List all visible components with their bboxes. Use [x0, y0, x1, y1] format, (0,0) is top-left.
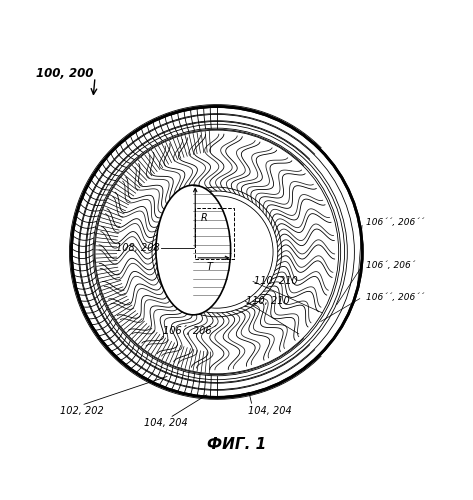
Ellipse shape: [156, 185, 231, 315]
Circle shape: [71, 106, 362, 398]
Text: 106´´, 206´´: 106´´, 206´´: [366, 218, 424, 227]
Text: 110, 210: 110, 210: [246, 296, 290, 306]
Text: 100, 200: 100, 200: [36, 66, 94, 80]
Text: 104, 204: 104, 204: [144, 418, 188, 428]
Text: 110, 210: 110, 210: [254, 276, 298, 286]
Text: T: T: [207, 262, 213, 272]
Text: 106´´, 206´´: 106´´, 206´´: [366, 292, 424, 302]
Bar: [195, 208, 234, 258]
Text: 106´, 206´: 106´, 206´: [366, 261, 415, 270]
Text: ФИГ. 1: ФИГ. 1: [207, 438, 266, 452]
Text: R: R: [201, 212, 207, 222]
Text: 104, 204: 104, 204: [248, 406, 292, 416]
Text: 108, 208: 108, 208: [116, 243, 160, 253]
Text: 106´, 206´: 106´, 206´: [163, 326, 216, 336]
Text: 102, 202: 102, 202: [60, 406, 104, 416]
